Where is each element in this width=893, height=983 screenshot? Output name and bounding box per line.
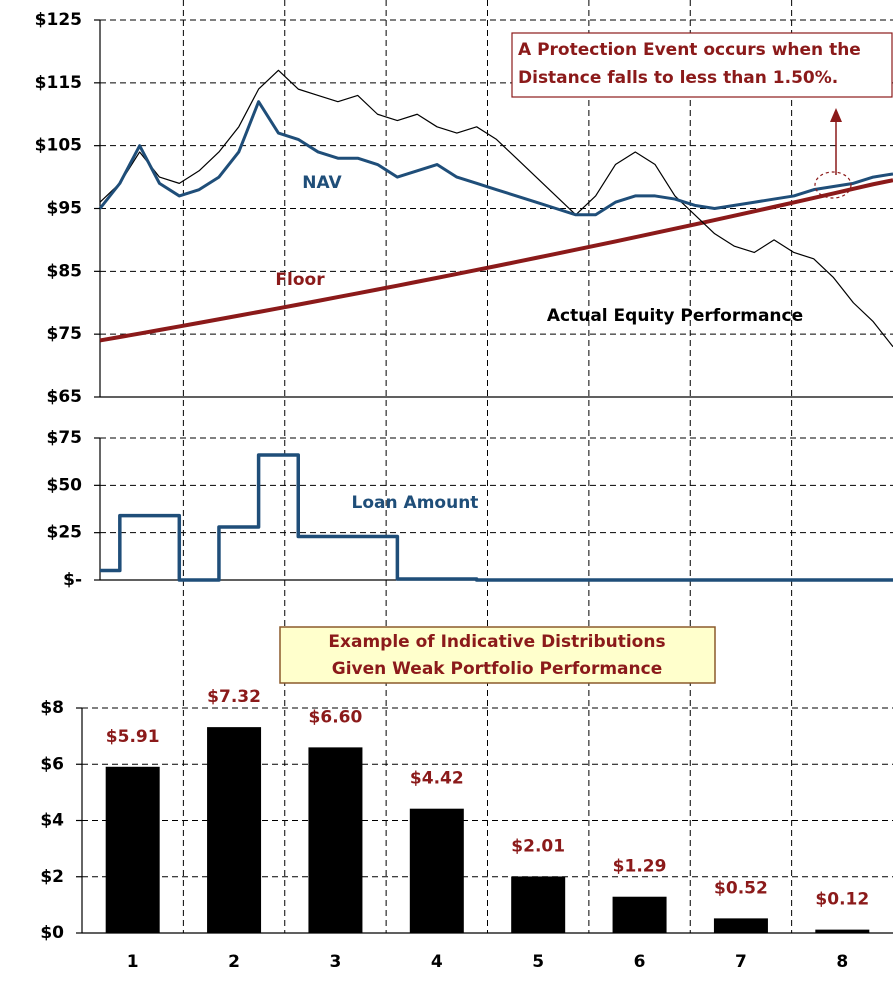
data-label: $0.12 [815, 890, 869, 910]
y-tick-label: $8 [40, 698, 64, 718]
series-line [99, 69, 893, 348]
data-label: $0.52 [714, 878, 768, 898]
y-tick-label: $2 [40, 867, 64, 887]
annotation-circle [814, 171, 852, 199]
y-tick-label: $75 [47, 324, 83, 344]
annotation-arrowhead [830, 108, 842, 122]
x-tick-label: 4 [431, 952, 443, 972]
data-label: $5.91 [106, 727, 160, 747]
y-tick-label: $50 [47, 475, 83, 495]
bar [409, 808, 464, 933]
data-label: $6.60 [309, 707, 363, 727]
y-tick-label: $6 [40, 754, 64, 774]
y-tick-label: $95 [47, 199, 83, 219]
y-tick-label: $- [63, 570, 82, 590]
y-tick-label: $75 [47, 428, 83, 448]
series-line [98, 100, 893, 217]
annotation-box [511, 32, 893, 98]
y-tick-label: $105 [35, 136, 82, 156]
series-line [99, 178, 893, 343]
y-tick-label: $25 [47, 523, 83, 543]
data-label: $4.42 [410, 769, 464, 789]
y-tick-label: $125 [35, 10, 82, 30]
x-tick-label: 3 [330, 952, 342, 972]
bar [207, 727, 262, 933]
y-tick-label: $4 [40, 811, 64, 831]
y-tick-label: $85 [47, 261, 83, 281]
chart-title: Given Weak Portfolio Performance [332, 659, 663, 679]
title-box [279, 626, 716, 684]
series-label: Loan Amount [352, 493, 479, 513]
x-tick-label: 7 [735, 952, 747, 972]
bar [713, 918, 768, 933]
data-label: $2.01 [511, 836, 565, 856]
data-label: $1.29 [613, 857, 667, 877]
series-label: Actual Equity Performance [547, 306, 803, 326]
x-tick-label: 1 [127, 952, 139, 972]
y-tick-label: $0 [40, 923, 64, 943]
data-label: $7.32 [207, 687, 261, 707]
annotation-text: A Protection Event occurs when the [518, 40, 861, 60]
series-line [100, 453, 893, 582]
bar [612, 896, 667, 933]
bar [105, 766, 160, 933]
x-tick-label: 6 [634, 952, 646, 972]
bar [308, 747, 363, 933]
bar [511, 876, 566, 933]
annotation-text: Distance falls to less than 1.50%. [518, 68, 838, 88]
x-tick-label: 8 [836, 952, 848, 972]
vertical-grid [182, 0, 793, 933]
chart-title: Example of Indicative Distributions [328, 632, 665, 652]
x-tick-label: 5 [532, 952, 544, 972]
y-tick-label: $65 [47, 387, 83, 407]
x-tick-label: 2 [228, 952, 240, 972]
bar [815, 929, 870, 933]
y-tick-label: $115 [35, 73, 82, 93]
series-label: Floor [275, 270, 325, 290]
series-label: NAV [302, 173, 342, 193]
